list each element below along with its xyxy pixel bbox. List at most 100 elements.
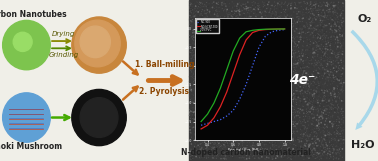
Point [253,58,259,61]
Point [286,38,292,40]
Point [240,132,246,134]
Point [197,106,203,108]
Point [226,138,232,140]
Point [316,66,322,69]
Point [211,40,217,42]
Point [319,26,325,28]
Point [291,14,297,16]
Point [244,92,250,95]
Point [276,16,282,19]
Point [265,152,271,155]
Point [294,114,300,117]
Point [313,135,319,138]
Point [294,15,300,17]
Point [187,150,194,152]
Point [277,17,284,19]
Point [228,47,234,50]
Point [208,14,214,16]
Point [325,11,331,14]
Point [289,150,295,153]
Point [253,132,259,134]
Point [328,106,334,108]
Point [217,31,223,34]
Point [221,101,227,103]
Point [295,93,301,96]
Point [320,135,326,138]
Point [271,51,277,54]
Point [299,38,305,41]
Point [241,97,247,99]
Point [246,30,252,33]
Point [264,60,270,63]
Point [278,50,284,52]
Point [188,148,194,150]
Point [213,1,219,4]
Point [232,27,239,29]
Point [198,154,204,156]
Point [247,28,253,30]
Point [330,52,336,55]
Point [299,86,305,89]
Point [188,153,194,155]
Point [187,140,193,143]
Point [241,98,247,101]
Point [203,121,209,124]
Point [189,18,195,21]
Point [283,72,289,75]
Point [231,156,237,159]
Point [326,73,332,76]
Point [283,66,289,69]
Point [228,106,234,109]
Point [340,56,346,59]
Point [202,52,208,55]
Point [197,34,203,37]
Point [248,86,254,89]
Point [298,73,304,76]
Point [273,144,279,147]
Point [266,121,272,123]
Point [330,50,336,52]
Point [312,5,318,8]
Point [307,34,313,36]
Point [288,120,294,122]
Point [211,130,217,132]
Point [253,84,259,86]
Point [229,26,235,29]
Point [274,2,280,4]
Point [240,155,246,157]
Point [280,75,286,77]
Point [284,49,290,52]
Point [198,133,204,135]
Point [277,15,284,17]
Point [289,6,295,9]
Point [258,153,264,156]
Point [339,50,345,52]
Point [206,1,212,3]
Point [229,39,235,41]
Point [198,10,204,12]
Point [288,7,294,9]
Point [238,121,244,124]
Point [210,46,216,49]
Point [254,115,260,118]
Point [318,96,324,99]
Point [296,138,302,141]
Point [212,17,218,19]
Point [235,33,242,36]
Point [237,34,243,37]
Point [266,77,272,80]
Point [308,154,314,156]
Point [199,91,205,93]
Point [297,76,303,79]
Point [256,55,262,58]
Point [281,116,287,118]
Point [191,102,197,105]
Point [260,107,266,109]
Point [266,153,273,155]
Point [250,12,256,14]
Point [206,135,212,138]
Point [203,89,209,92]
Point [303,115,309,117]
Point [259,50,265,53]
Point [197,111,203,114]
